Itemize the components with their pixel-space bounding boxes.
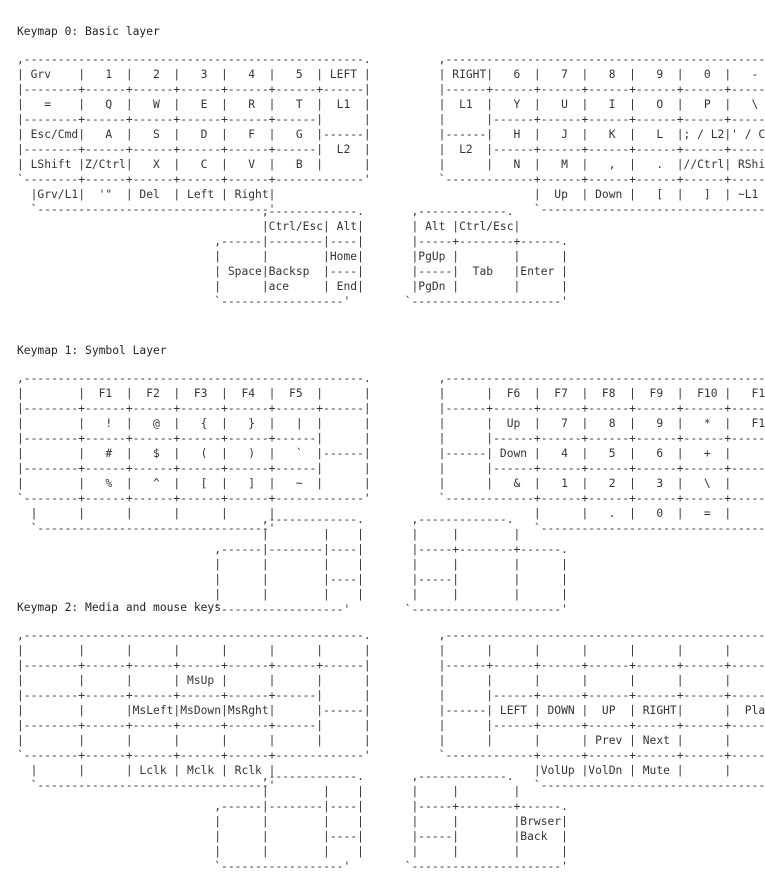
keymap-1-main-rows: ,---------------------------------------… [17,372,765,536]
keymap-1-thumb-clusters: ,-------------. ,-------------. | | | | … [214,513,568,617]
keymap-2-thumb-clusters: ,-------------. ,-------------. | | | | … [214,770,568,874]
keymap-2-heading: Keymap 2: Media and mouse keys [17,601,222,614]
keymap-2-main-rows: ,---------------------------------------… [17,629,765,793]
keymap-0-main-rows: ,---------------------------------------… [17,53,765,217]
keymap-1-heading: Keymap 1: Symbol Layer [17,344,167,357]
keymap-0-thumb-clusters: ,-------------. ,-------------. |Ctrl/Es… [214,205,568,309]
keymap-0-heading: Keymap 0: Basic layer [17,25,160,38]
